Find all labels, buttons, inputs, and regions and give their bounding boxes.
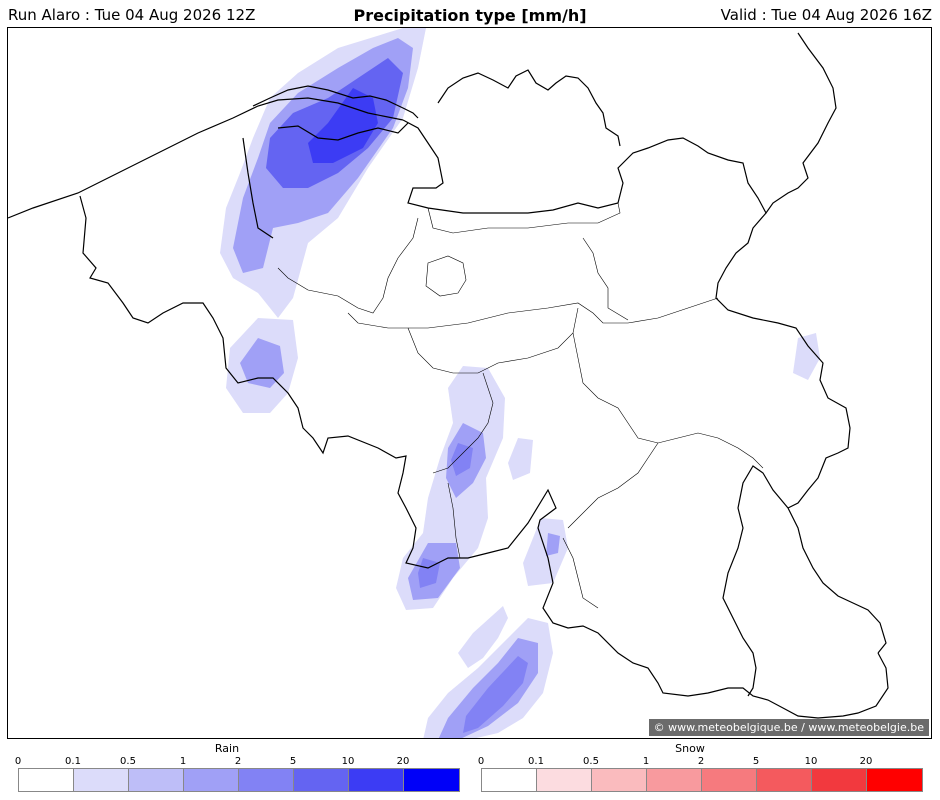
legend-snow-tick: 0.5 [583, 756, 599, 767]
border-belgium-luxembourg [722, 465, 789, 697]
run-label: Run Alaro : Tue 04 Aug 2026 12Z [8, 6, 256, 24]
legend-rain-tick: 0 [14, 756, 22, 767]
legend-rain-tick: 0.1 [65, 756, 81, 767]
legend-snow-tick: 20 [859, 756, 873, 767]
province-antwerp-brabant [427, 202, 621, 234]
legend-rain-tick: 2 [234, 756, 242, 767]
province-south-split [447, 482, 461, 559]
rain-area-central-strong [418, 443, 473, 588]
legend-snow-title: Snow [675, 742, 705, 755]
legend-rain-tick: 20 [396, 756, 410, 767]
legend-snow-tick: 10 [804, 756, 818, 767]
border-netherlands-south [437, 69, 621, 147]
legend-rain-swatch [294, 769, 349, 791]
rain-area-central-light [396, 366, 505, 610]
legend-rain-tick: 10 [341, 756, 355, 767]
legend-rain-swatch [239, 769, 294, 791]
zeeland-inner [242, 122, 409, 239]
coastline [8, 97, 404, 219]
border-luxembourg [787, 507, 887, 654]
province-hainaut-namur [407, 307, 579, 374]
border-belgium-germany [715, 212, 851, 509]
province-limburg [582, 237, 629, 321]
map-canvas [8, 28, 889, 738]
legend-rain-swatch [184, 769, 239, 791]
country-borders [8, 32, 889, 719]
legend-rain-swatch [74, 769, 129, 791]
province-namur-west [432, 372, 494, 474]
legend-snow-swatch [537, 769, 592, 791]
precipitation-map: © www.meteobelgique.be / www.meteobelgie… [7, 27, 932, 739]
legend-snow-swatch [812, 769, 867, 791]
legend-snow-tick: 1 [642, 756, 650, 767]
rain-area-small-east [508, 438, 533, 480]
legend-snow-swatch [647, 769, 702, 791]
rain-area-east-small [793, 333, 820, 380]
rain-area-small-south-mid [546, 533, 560, 556]
rain-area-west-mid [240, 338, 284, 388]
brussels-region [425, 255, 467, 297]
province-flanders-line [277, 217, 419, 314]
legend-snow-bar [481, 768, 923, 792]
province-brabant-south [347, 297, 719, 329]
legend-snow-swatch [482, 769, 537, 791]
legend-snow-tick: 0 [477, 756, 485, 767]
legend-snow-swatch [592, 769, 647, 791]
legend-snow-tick: 0.1 [528, 756, 544, 767]
legend-snow-swatch [757, 769, 812, 791]
legend-snow-ticks: 0 0.1 0.5 1 2 5 10 20 [470, 756, 910, 768]
province-borders [277, 202, 764, 609]
legend-rain-swatch [129, 769, 184, 791]
legend-snow: Snow 0 0.1 0.5 1 2 5 10 20 [470, 742, 923, 798]
legend-rain-title: Rain [214, 742, 240, 755]
province-namur-luxembourg [567, 442, 659, 529]
map-title: Precipitation type [mm/h] [353, 6, 587, 25]
legend-snow-tick: 5 [752, 756, 760, 767]
legend-snow-swatch [867, 769, 922, 791]
legend-snow-swatch [702, 769, 757, 791]
legend-rain-ticks: 0 0.1 0.5 1 2 5 10 20 [7, 756, 447, 768]
legend-snow-tick: 2 [697, 756, 705, 767]
legend-rain-tick: 5 [289, 756, 297, 767]
credit-label: © www.meteobelgique.be / www.meteobelgie… [648, 719, 929, 736]
legend-rain-tick: 0.5 [120, 756, 136, 767]
province-south-inner [562, 537, 599, 609]
province-namur-liege [572, 332, 764, 469]
zeeland-coast [252, 85, 419, 119]
legend-rain-swatch [19, 769, 74, 791]
legend-rain-tick: 1 [179, 756, 187, 767]
border-belgium-netherlands [402, 32, 837, 215]
valid-time-label: Valid : Tue 04 Aug 2026 16Z [720, 6, 932, 24]
legend-rain-swatch [404, 769, 459, 791]
rain-area-northwest-core [308, 88, 378, 163]
border-belgium-france [79, 195, 889, 719]
rain-area-south-strong [463, 656, 528, 733]
legend-rain-bar [18, 768, 460, 792]
legend-rain: Rain 0 0.1 0.5 1 2 5 10 20 [7, 742, 460, 798]
legend-rain-swatch [349, 769, 404, 791]
rain-areas [220, 28, 820, 738]
